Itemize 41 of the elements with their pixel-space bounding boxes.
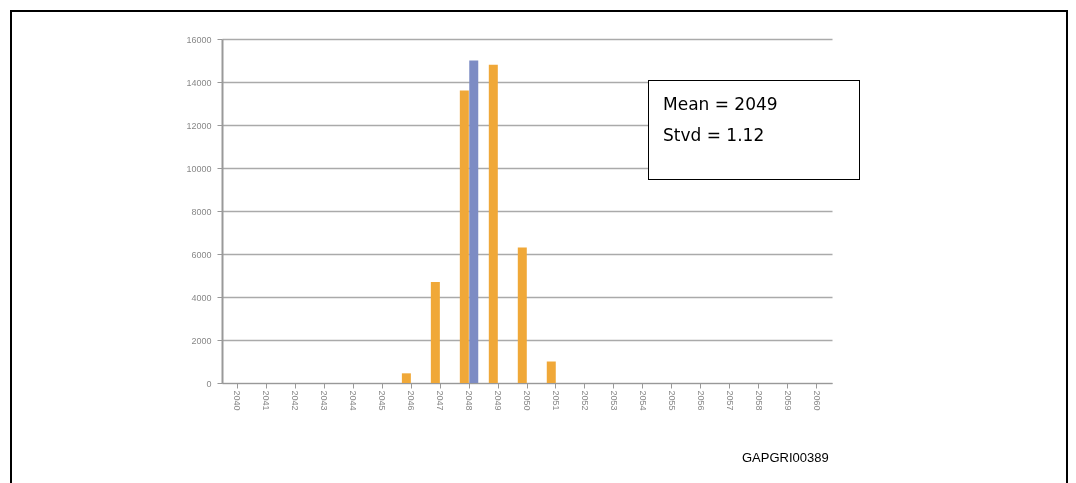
x-tick-label: 2053 (608, 390, 619, 411)
bar (469, 60, 479, 383)
y-tick-label: 0 (206, 378, 212, 389)
bar (488, 64, 498, 383)
x-tick-label: 2047 (435, 390, 446, 411)
y-tick-label: 12000 (186, 120, 212, 131)
x-tick-label: 2050 (522, 390, 532, 411)
y-tick-label: 16000 (186, 34, 212, 45)
y-tick-label: 4000 (191, 292, 212, 303)
x-tick-label: 2042 (290, 390, 301, 411)
y-tick-label: 8000 (191, 206, 212, 217)
x-tick-label: 2044 (348, 390, 359, 411)
bar (546, 361, 556, 383)
x-tick-label: 2060 (811, 390, 822, 411)
x-tick-label: 2056 (695, 390, 706, 411)
bar (517, 247, 527, 383)
x-tick-label: 2055 (666, 390, 677, 411)
text: GAPGRI00389 (742, 450, 829, 465)
annotation: Mean = 2049 (663, 93, 779, 116)
y-tick-label: 10000 (186, 163, 212, 174)
text-box: Mean = 2049 Stvd = 1.12 (648, 80, 860, 180)
y-tick-label: 2000 (191, 335, 212, 346)
x-tick-label: 2048 (464, 390, 475, 411)
x-tick-label: 2059 (782, 390, 793, 411)
x-tick-label: 2052 (579, 390, 590, 411)
annotation: Stvd = 1.12 (663, 124, 766, 147)
x-tick-label: 2046 (406, 390, 417, 411)
y-tick-label: 6000 (191, 249, 212, 260)
bar (401, 373, 411, 383)
x-tick-label: 2041 (261, 390, 272, 411)
x-tick-label: 2043 (319, 390, 330, 411)
x-tick-label: 2040 (232, 390, 243, 411)
x-tick-label: 2054 (637, 390, 648, 411)
y-tick-label: 14000 (186, 77, 212, 88)
x-tick-label: 2049 (493, 390, 504, 411)
x-tick-label: 2057 (724, 390, 735, 411)
x-tick-label: 2058 (753, 390, 764, 411)
bar (430, 281, 440, 383)
bar (459, 90, 469, 383)
x-tick-label: 2051 (550, 390, 561, 411)
x-tick-label: 2045 (377, 390, 388, 411)
